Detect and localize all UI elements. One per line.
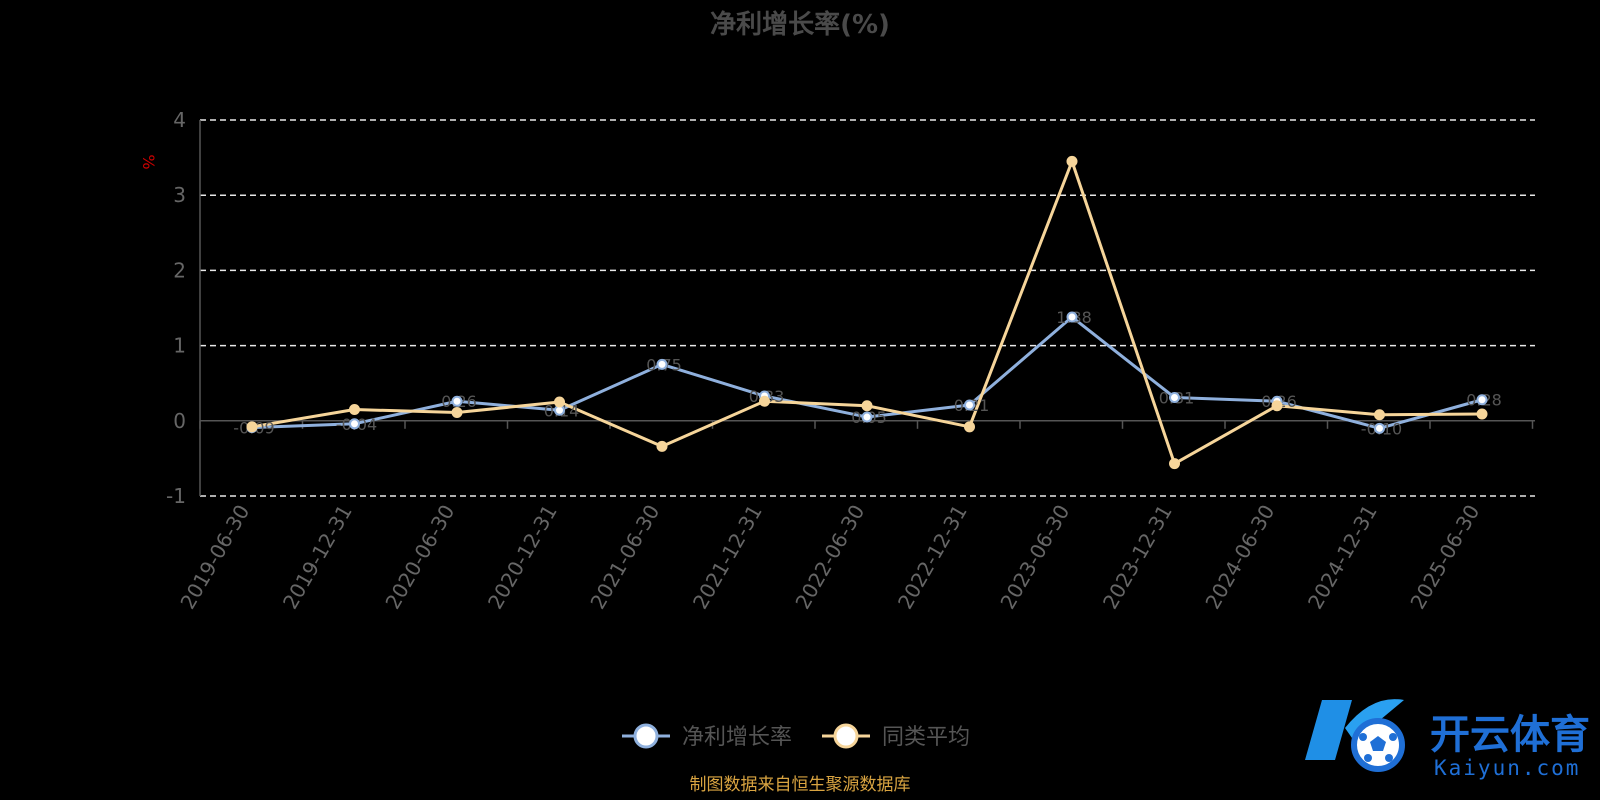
data-point[interactable] (1476, 394, 1488, 406)
y-tick-label: 0 (173, 409, 186, 433)
x-tick-label: 2023-06-30 (995, 501, 1074, 614)
series-lines: -0.09-0.040.260.140.750.330.050.211.380.… (233, 155, 1502, 470)
x-tick-label: 2021-12-31 (688, 501, 767, 614)
x-tick-label: 2025-06-30 (1405, 501, 1484, 614)
chart-title: 净利增长率(%) (710, 9, 890, 40)
soccer-ball-logo-icon (1305, 699, 1405, 772)
x-tick-label: 2023-12-31 (1098, 501, 1177, 614)
data-point[interactable] (964, 421, 975, 433)
data-point[interactable] (246, 421, 258, 433)
legend: 净利增长率 同类平均 (622, 723, 970, 750)
data-point[interactable] (349, 418, 360, 430)
x-tick-labels: 2019-06-30 2019-12-31 2020-06-30 2020-12-31… (175, 501, 1484, 614)
y-axis-unit: % (139, 154, 158, 169)
data-point[interactable] (349, 404, 360, 416)
legend-marker (833, 723, 859, 749)
legend-marker (633, 723, 659, 749)
x-tick-label: 2024-06-30 (1200, 501, 1279, 614)
x-tick-label: 2021-06-30 (585, 501, 664, 614)
data-point[interactable] (1169, 391, 1180, 403)
legend-label: 净利增长率 (682, 725, 792, 750)
legend-item-2[interactable]: 同类平均 (822, 723, 970, 750)
data-point[interactable] (759, 395, 770, 407)
x-tick-label: 2022-12-31 (893, 501, 972, 614)
x-tick-label: 2024-12-31 (1303, 501, 1382, 614)
x-tick-label: 2019-12-31 (278, 501, 357, 614)
data-point[interactable] (656, 440, 668, 452)
y-tick-label: 2 (173, 258, 186, 282)
y-tick-label: 3 (173, 183, 186, 207)
legend-label: 同类平均 (882, 725, 970, 750)
data-point[interactable] (656, 358, 668, 370)
x-tick-label: 2022-06-30 (790, 501, 869, 614)
data-point[interactable] (1476, 408, 1488, 420)
data-point[interactable] (554, 396, 565, 408)
data-point[interactable] (861, 400, 873, 412)
data-point[interactable] (1271, 400, 1283, 412)
axes (199, 120, 1535, 496)
watermark-logo: 开云体育 Kaiyun.com (1305, 699, 1590, 780)
grid-lines (200, 119, 1535, 497)
data-point[interactable] (1066, 155, 1078, 167)
y-tick-label: 1 (173, 334, 186, 358)
y-tick-labels: -1 0 1 2 3 4 (166, 108, 186, 508)
data-point[interactable] (1169, 458, 1180, 470)
y-tick-label: 4 (173, 108, 186, 132)
data-source-note: 制图数据来自恒生聚源数据库 (690, 775, 911, 795)
data-point[interactable] (1066, 311, 1078, 323)
data-point[interactable] (964, 399, 975, 411)
watermark-text-en: Kaiyun.com (1434, 756, 1580, 780)
y-tick-label: -1 (166, 484, 186, 508)
watermark-text-cn: 开云体育 (1430, 712, 1590, 758)
data-point[interactable] (1374, 422, 1385, 434)
data-point[interactable] (451, 407, 463, 419)
data-point[interactable] (451, 395, 463, 407)
x-tick-label: 2020-06-30 (380, 501, 459, 614)
x-tick-label: 2020-12-31 (483, 501, 562, 614)
legend-item-1[interactable]: 净利增长率 (622, 723, 792, 750)
x-tick-label: 2019-06-30 (175, 501, 254, 614)
data-point[interactable] (1374, 409, 1385, 421)
data-point[interactable] (861, 411, 873, 423)
